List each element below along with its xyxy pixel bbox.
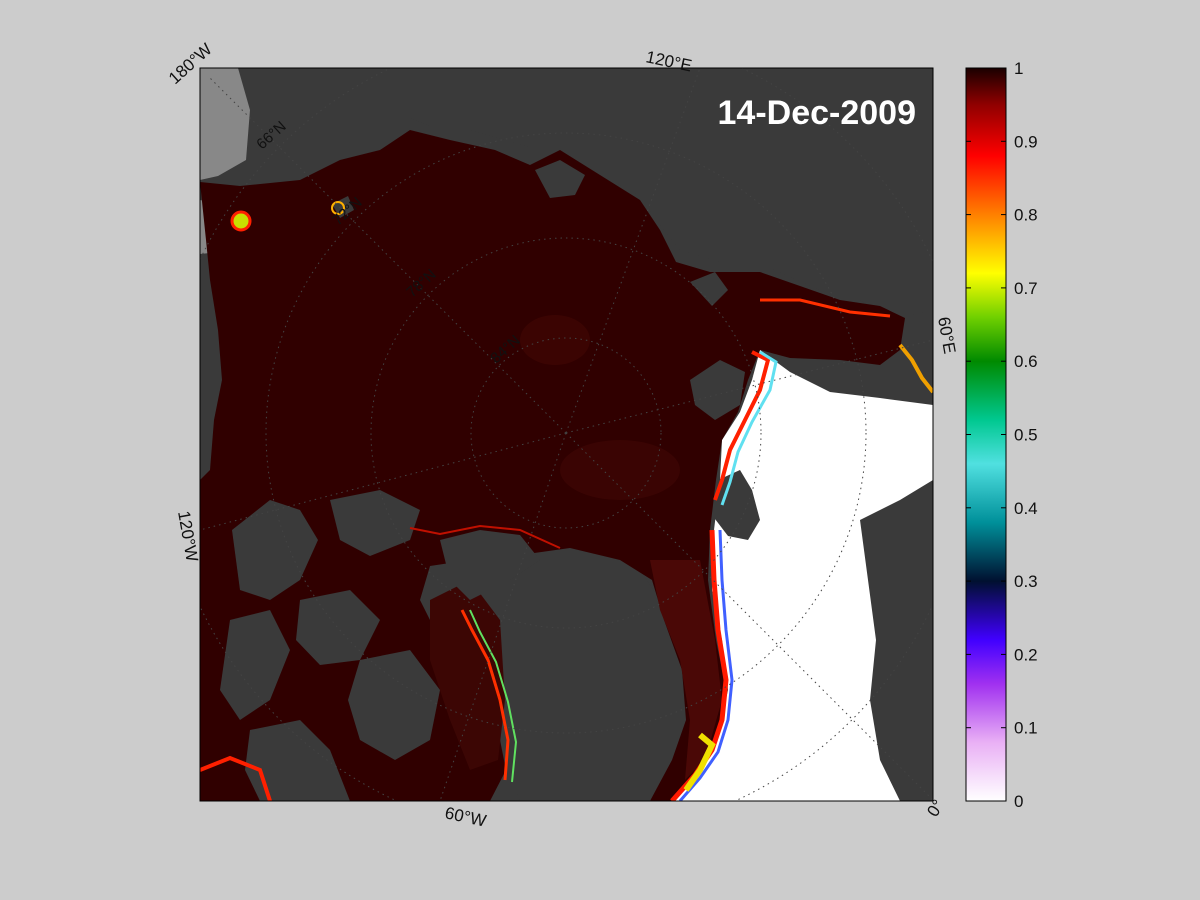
severnaya-zemlya xyxy=(690,272,728,306)
siberia-land xyxy=(410,68,933,320)
graticule xyxy=(200,68,933,801)
ice-edge-barents xyxy=(713,350,771,501)
latitude-circle-78 xyxy=(370,237,762,629)
colorbar-tick-label: 0.5 xyxy=(1014,426,1038,445)
ice-edge-coastal-canada xyxy=(409,524,561,549)
novaya-zemlya xyxy=(690,360,745,420)
polynya-bering xyxy=(230,210,252,232)
meridian-line xyxy=(209,77,567,434)
ice-edge-kara xyxy=(760,298,891,318)
colorbar-tick-label: 0 xyxy=(1014,792,1023,811)
greenland-land xyxy=(478,555,692,801)
svalbard-island xyxy=(712,470,760,540)
ice-edge-barents-inner xyxy=(720,350,778,506)
scandinavia-land xyxy=(860,480,933,801)
colorbar-gradient xyxy=(965,67,1007,802)
ice-edge-baffin-inner xyxy=(469,609,518,783)
canadian-mainland xyxy=(245,720,350,801)
meridian-line xyxy=(565,432,933,801)
lon-label-120w: 120°W xyxy=(174,509,202,563)
ice-edge-pechora xyxy=(898,343,933,394)
map-panel: 66°N 72°N 78°N 84°N 14-Dec-2009 xyxy=(200,68,933,801)
colorbar: 0 0.1 0.2 0.3 0.4 0.5 0.6 0.7 0.8 0.9 1 xyxy=(965,59,1038,811)
ice-edge-baffin xyxy=(460,609,510,781)
ellesmere-land xyxy=(440,530,540,600)
colorbar-tick-label: 0.1 xyxy=(1014,719,1038,738)
canadian-archipelago-land xyxy=(296,590,380,665)
open-water-atlantic xyxy=(672,350,933,801)
canadian-archipelago-land xyxy=(232,500,318,600)
map-frame xyxy=(199,67,934,802)
canadian-archipelago-land xyxy=(330,490,420,556)
colorbar-tick-label: 0.8 xyxy=(1014,206,1038,225)
lon-label-60e: 60°E xyxy=(934,315,959,355)
ice-edge-labrador xyxy=(200,755,272,801)
date-label: 14-Dec-2009 xyxy=(718,94,916,132)
ice-shade-patch xyxy=(520,315,590,365)
new-siberian-islands xyxy=(535,160,585,198)
ice-shade-baffin xyxy=(430,580,505,770)
colorbar-tick-label: 0.9 xyxy=(1014,132,1038,151)
ice-edge-greenland-sea-inner xyxy=(678,529,734,801)
alaska-land-outside-grid xyxy=(200,68,250,180)
sea-ice-central-arctic xyxy=(200,130,905,801)
colorbar-tick-label: 1 xyxy=(1014,59,1023,78)
canadian-archipelago-land xyxy=(348,650,440,760)
colorbar-tick-label: 0.6 xyxy=(1014,352,1038,371)
colorbar-tick-label: 0.4 xyxy=(1014,499,1038,518)
colorbar-tick-label: 0.7 xyxy=(1014,279,1038,298)
ice-edge-east-greenland-yellow xyxy=(683,732,716,792)
canadian-archipelago-land xyxy=(220,610,290,720)
latitude-circle-72 xyxy=(265,132,867,734)
colorbar-tick-label: 0.3 xyxy=(1014,572,1038,591)
colorbar-tick-label: 0.2 xyxy=(1014,645,1038,664)
polynya-chukchi xyxy=(331,201,345,215)
ice-shade-greenland-sea xyxy=(650,560,722,780)
latitude-circle-84 xyxy=(470,337,662,529)
colorbar-ticks: 0 0.1 0.2 0.3 0.4 0.5 0.6 0.7 0.8 0.9 1 xyxy=(966,59,1038,811)
lon-label-60w: 60°W xyxy=(443,803,488,830)
ice-shade-patch xyxy=(560,440,680,500)
